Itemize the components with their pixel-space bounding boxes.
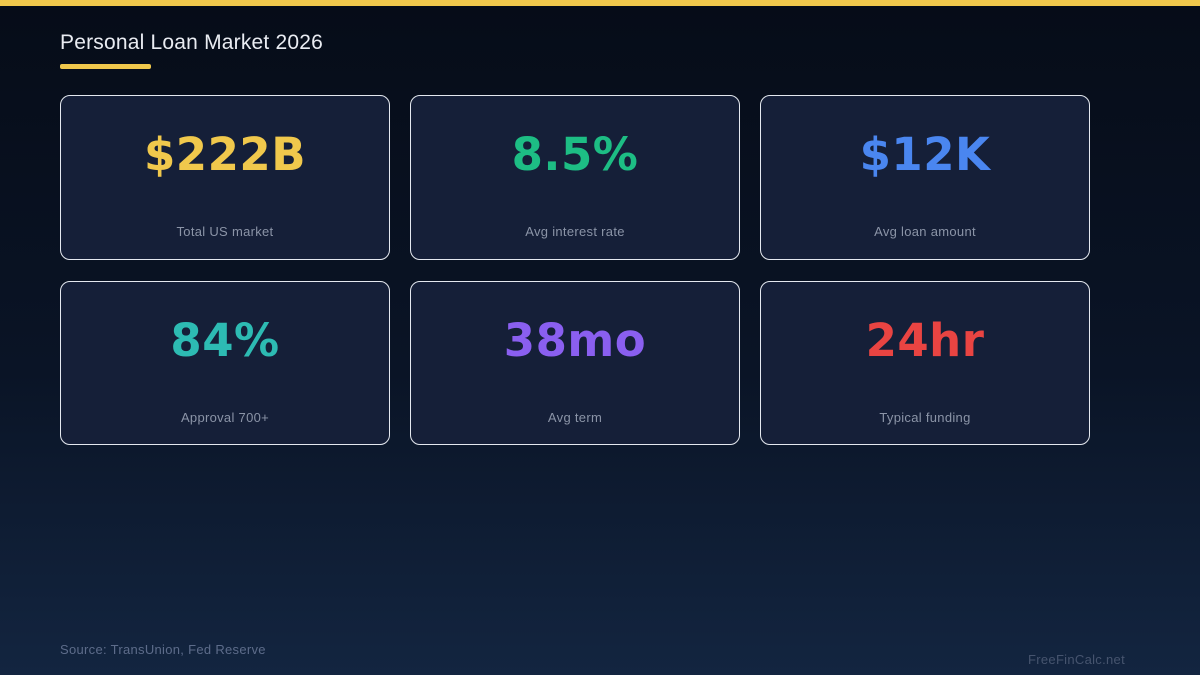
stat-card-term: 38mo Avg term [410, 281, 740, 445]
stat-value: 8.5% [511, 128, 639, 181]
stat-card-approval: 84% Approval 700+ [60, 281, 390, 445]
stat-label: Avg term [547, 410, 603, 425]
title-underline [60, 64, 151, 69]
accent-top-bar [0, 0, 1200, 6]
stat-label: Avg interest rate [525, 224, 625, 239]
stat-label: Approval 700+ [180, 410, 270, 425]
stats-grid: $222B Total US market 8.5% Avg interest … [60, 95, 1090, 445]
watermark: FreeFinCalc.net [1028, 652, 1125, 667]
stat-value: 24hr [865, 314, 985, 367]
page-title: Personal Loan Market 2026 [60, 31, 323, 54]
source-note: Source: TransUnion, Fed Reserve [60, 642, 266, 657]
stat-label: Typical funding [879, 410, 971, 425]
stat-card-total-market: $222B Total US market [60, 95, 390, 260]
stat-value: $12K [859, 128, 991, 181]
stat-value: 38mo [503, 314, 647, 367]
stat-value: 84% [170, 314, 280, 367]
stat-card-loan-amount: $12K Avg loan amount [760, 95, 1090, 260]
stat-value: $222B [143, 128, 307, 181]
stat-card-interest-rate: 8.5% Avg interest rate [410, 95, 740, 260]
stat-label: Avg loan amount [874, 224, 976, 239]
stat-label: Total US market [176, 224, 274, 239]
stat-card-funding: 24hr Typical funding [760, 281, 1090, 445]
